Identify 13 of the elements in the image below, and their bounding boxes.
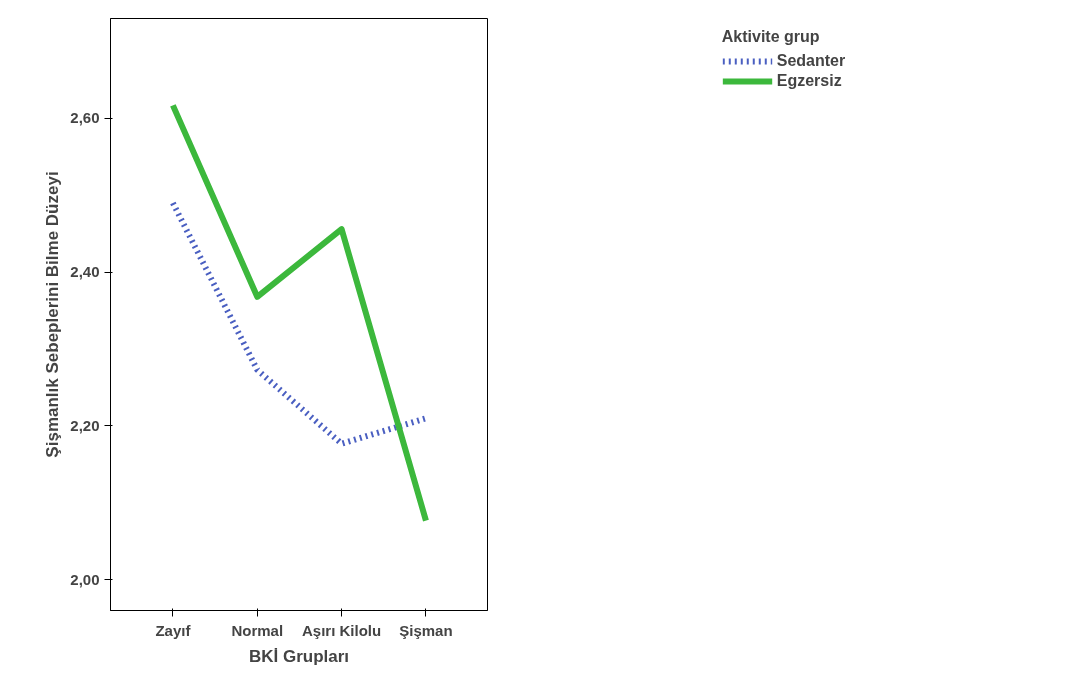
y-tick-label: 2,00 xyxy=(70,570,100,588)
y-axis-title: Şişmanlık Sebeplerini Bilme Düzeyi xyxy=(43,171,63,458)
x-tick-label: Aşırı Kilolu xyxy=(302,621,382,639)
x-tick-label: Zayıf xyxy=(155,621,192,639)
y-tick-label: 2,20 xyxy=(70,416,100,434)
legend-label: Sedanter xyxy=(776,52,846,70)
x-tick-label: Normal xyxy=(231,621,284,639)
legend-title: Aktivite grup xyxy=(721,28,821,46)
x-axis-title: BKİ Grupları xyxy=(248,646,350,666)
x-tick-label: Şişman xyxy=(399,621,453,639)
legend-label: Egzersiz xyxy=(776,72,842,90)
y-tick-label: 2,40 xyxy=(70,263,100,281)
y-tick-label: 2,60 xyxy=(70,109,100,127)
